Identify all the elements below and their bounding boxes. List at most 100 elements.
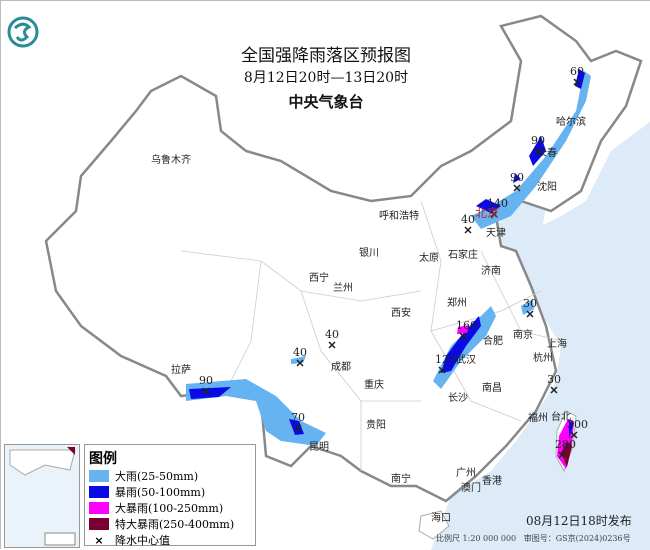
precip-center-value: 120 (435, 353, 456, 366)
precip-center-value: 40 (325, 328, 339, 341)
precip-center-value: 90 (531, 134, 545, 147)
rainstorm-central (441, 316, 481, 373)
swatch (89, 518, 109, 530)
city-label: 西安 (391, 308, 411, 319)
city-label: 香港 (482, 476, 502, 487)
rainstorm-taiwan (569, 421, 574, 439)
map-title: 全国强降雨落区预报图 (241, 46, 411, 66)
cross-icon (328, 341, 336, 349)
legend-label: 大暴雨(100-250mm) (115, 502, 224, 515)
cross-icon: × (94, 534, 104, 547)
heavy-rainstorm-central (457, 325, 469, 334)
legend-item-heavy-rainstorm: 大暴雨(100-250mm) (89, 500, 255, 516)
issue-time: 08月12日18时发布 (526, 514, 632, 528)
legend-label: 特大暴雨(250-400mm) (115, 518, 235, 531)
cross-icon (296, 359, 304, 367)
rain-area-heavy-northeast (471, 71, 591, 229)
city-label: 广州 (456, 468, 476, 479)
precip-center-value: 160 (456, 319, 477, 332)
legend-item-extreme-rainstorm: 特大暴雨(250-400mm) (89, 516, 255, 532)
city-label: 贵阳 (366, 420, 386, 431)
legend-item-rainstorm: 暴雨(50-100mm) (89, 484, 255, 500)
city-label: 天津 (486, 228, 506, 239)
cross-icon (526, 310, 534, 318)
cma-logo (7, 16, 39, 48)
city-label: 长沙 (448, 393, 468, 404)
rain-area-heavy-southwest (186, 379, 326, 446)
cross-icon (558, 451, 566, 459)
city-label: 成都 (331, 362, 351, 373)
city-label: 西宁 (309, 273, 329, 284)
precip-center-value: 70 (291, 411, 305, 424)
map-approval-number: 审图号：GS京(2024)0236号 (523, 534, 631, 543)
precip-center-value: 90 (199, 374, 213, 387)
rain-area-heavy-east (521, 299, 534, 315)
city-label: 郑州 (447, 298, 467, 309)
cross-icon (294, 424, 302, 432)
precip-center-value: 300 (567, 418, 588, 431)
sea (431, 121, 650, 550)
legend-item-heavy-rain: 大雨(25-50mm) (89, 468, 255, 484)
precip-center-value: 30 (547, 373, 561, 386)
city-label: 兰州 (333, 283, 353, 294)
rain-area-heavy-sichuan (291, 356, 306, 364)
city-label: 呼和浩特 (379, 211, 419, 222)
cross-icon (513, 184, 521, 192)
city-label: 乌鲁木齐 (151, 155, 191, 166)
precip-center-value: 30 (523, 297, 537, 310)
city-label: 石家庄 (448, 250, 478, 261)
map-footer: 比例尺 1:20 000 000 审图号：GS京(2024)0236号 (436, 533, 631, 544)
legend: 图例 大雨(25-50mm) 暴雨(50-100mm) 大暴雨(100-250m… (84, 444, 256, 548)
city-label: 台北 (551, 412, 571, 423)
forecast-period: 8月12日20时—13日20时 (243, 70, 409, 86)
precip-center-value: 140 (487, 197, 508, 210)
city-label: 合肥 (483, 336, 503, 347)
province-borders (180, 200, 562, 471)
legend-item-center-value: × 降水中心值 (89, 532, 255, 548)
hainan-island (418, 510, 450, 540)
cross-icon (573, 78, 581, 86)
cross-icon (490, 210, 498, 218)
city-label: 济南 (481, 266, 501, 277)
precip-center-value: 40 (293, 346, 307, 359)
city-label: 沈阳 (537, 182, 557, 193)
city-label: 长春 (537, 148, 557, 159)
legend-title: 图例 (89, 451, 117, 467)
legend-label: 暴雨(50-100mm) (115, 486, 206, 499)
city-label: 南昌 (482, 383, 502, 394)
extreme-rainstorm-taiwan (561, 441, 572, 467)
scale: 比例尺 1:20 000 000 (436, 534, 517, 543)
rain-areas (186, 69, 591, 469)
city-label: 哈尔滨 (556, 117, 586, 128)
swatch (89, 486, 109, 498)
city-label: 澳门 (461, 483, 481, 494)
city-label: 昆明 (309, 442, 329, 453)
legend-label: 大雨(25-50mm) (115, 470, 199, 483)
precip-center-value: 90 (510, 171, 524, 184)
city-label: 拉萨 (171, 365, 191, 376)
city-label: 杭州 (533, 353, 553, 364)
cross-icon (550, 386, 558, 394)
swatch (89, 502, 109, 514)
city-label: 南京 (513, 330, 533, 341)
city-label: 福州 (528, 413, 548, 424)
city-label: 北京 (475, 206, 500, 220)
legend-label: 降水中心值 (115, 534, 170, 547)
cross-icon (438, 366, 446, 374)
precip-center-markers (202, 78, 581, 459)
cross-icon (464, 226, 472, 234)
cross-icon (534, 147, 542, 155)
south-china-sea-inset (4, 444, 80, 548)
swatch (89, 470, 109, 482)
issuer: 中央气象台 (288, 93, 364, 111)
city-label: 重庆 (364, 380, 384, 391)
rainstorm-southwest (189, 387, 304, 435)
city-label: 太原 (419, 253, 439, 264)
precip-center-value: 60 (570, 65, 584, 78)
cross-icon (202, 387, 210, 395)
precip-center-value: 40 (461, 213, 475, 226)
city-label: 银川 (359, 248, 379, 259)
city-label: 海口 (431, 513, 451, 524)
china-border (44, 14, 643, 503)
